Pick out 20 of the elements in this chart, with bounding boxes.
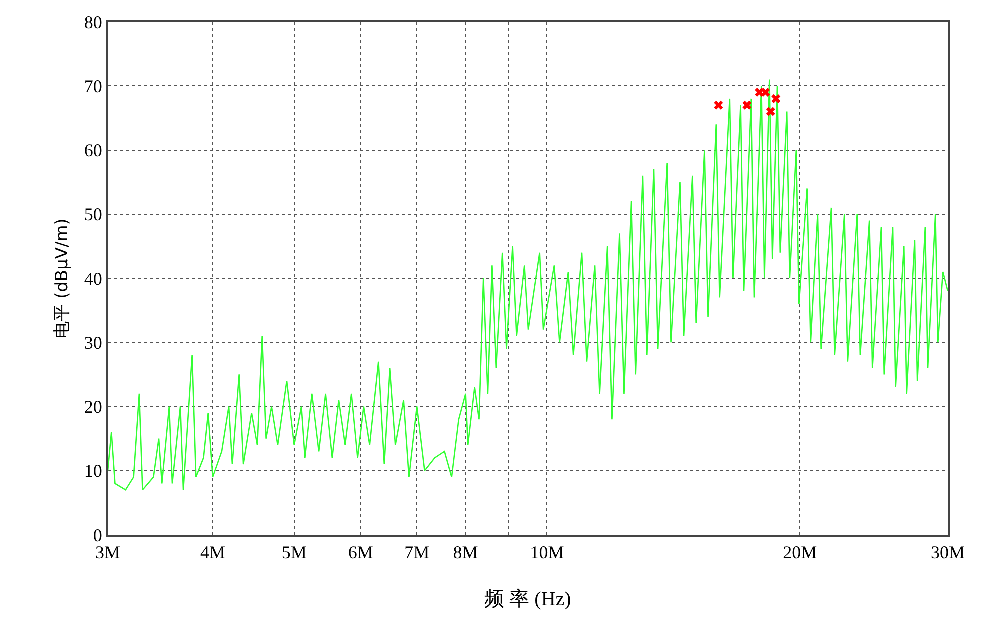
y-tick-label: 50 <box>84 204 102 225</box>
x-tick-label: 10M <box>530 542 564 563</box>
y-tick-label: 0 <box>93 525 102 546</box>
y-tick-label: 10 <box>84 461 102 482</box>
x-tick-label: 3M <box>95 542 121 563</box>
x-tick-label: 5M <box>282 542 307 563</box>
y-tick-label: 70 <box>84 76 102 96</box>
x-axis-title: 频 率 (Hz) <box>484 588 572 611</box>
y-tick-label: 30 <box>84 332 102 353</box>
x-tick-label: 7M <box>404 542 430 563</box>
x-tick-label: 20M <box>783 542 818 563</box>
x-tick-label: 6M <box>348 542 374 563</box>
x-tick-label: 8M <box>453 542 478 563</box>
y-axis-title: 电平 (dBμV/m) <box>52 218 72 338</box>
y-tick-label: 40 <box>84 268 102 289</box>
y-tick-label: 80 <box>84 12 102 32</box>
y-tick-label: 20 <box>84 397 102 418</box>
x-tick-label: 4M <box>200 542 226 563</box>
y-tick-label: 60 <box>84 140 102 161</box>
x-tick-label: 30M <box>930 542 966 563</box>
